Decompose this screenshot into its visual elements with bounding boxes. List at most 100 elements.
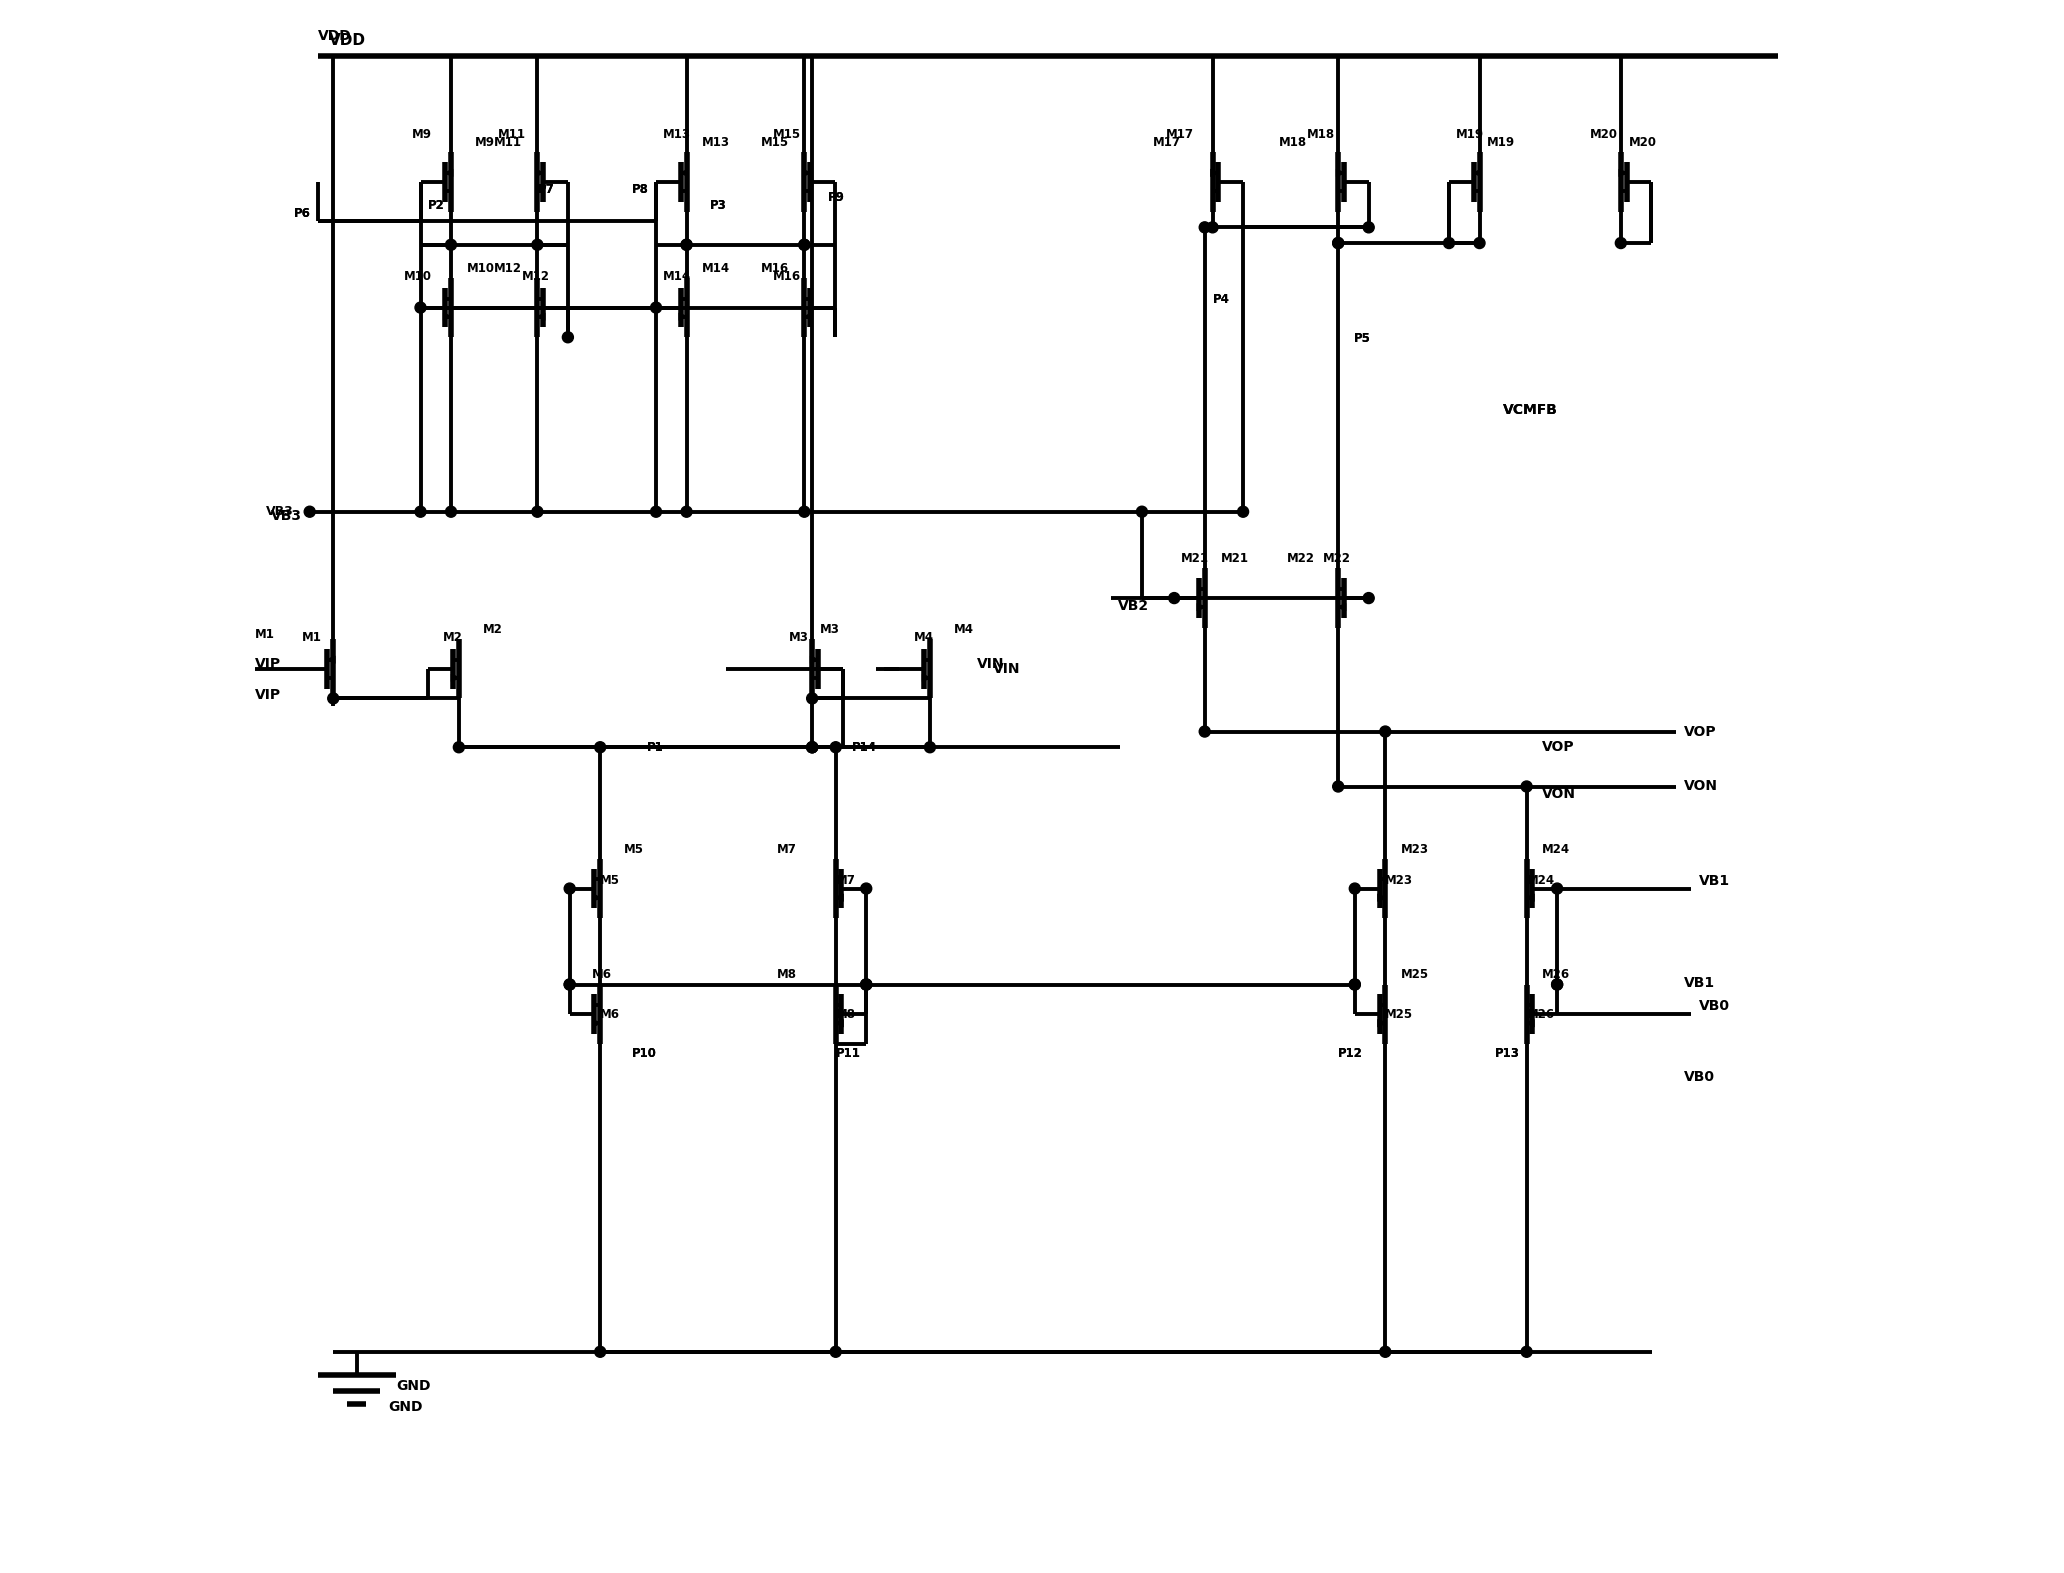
Text: M10: M10 bbox=[405, 269, 431, 283]
Circle shape bbox=[861, 978, 871, 989]
Circle shape bbox=[925, 742, 935, 753]
Circle shape bbox=[415, 302, 425, 313]
Circle shape bbox=[807, 742, 817, 753]
Circle shape bbox=[1552, 978, 1562, 989]
Text: M23: M23 bbox=[1401, 843, 1428, 856]
Circle shape bbox=[1333, 782, 1344, 791]
Text: M2: M2 bbox=[483, 623, 502, 635]
Polygon shape bbox=[537, 170, 543, 176]
Text: M19: M19 bbox=[1488, 137, 1515, 149]
Circle shape bbox=[861, 882, 871, 893]
Circle shape bbox=[454, 742, 464, 753]
Circle shape bbox=[681, 239, 691, 250]
Text: M25: M25 bbox=[1401, 969, 1428, 982]
Circle shape bbox=[328, 694, 338, 703]
Text: M24: M24 bbox=[1542, 843, 1571, 856]
Text: VIP: VIP bbox=[254, 689, 281, 703]
Text: P8: P8 bbox=[632, 184, 648, 197]
Text: M26: M26 bbox=[1542, 969, 1571, 982]
Circle shape bbox=[861, 978, 871, 989]
Text: VIP: VIP bbox=[254, 658, 281, 672]
Text: P12: P12 bbox=[1337, 1048, 1362, 1060]
Circle shape bbox=[446, 239, 456, 250]
Circle shape bbox=[1350, 978, 1360, 989]
Polygon shape bbox=[1527, 1019, 1534, 1027]
Text: VOP: VOP bbox=[1684, 725, 1717, 739]
Circle shape bbox=[1521, 1346, 1531, 1357]
Text: VDD: VDD bbox=[318, 28, 351, 42]
Text: VON: VON bbox=[1542, 788, 1577, 801]
Circle shape bbox=[533, 239, 543, 250]
Polygon shape bbox=[803, 170, 809, 176]
Text: VB1: VB1 bbox=[1699, 873, 1730, 887]
Text: VIN: VIN bbox=[993, 662, 1020, 676]
Text: M7: M7 bbox=[836, 875, 857, 887]
Circle shape bbox=[415, 507, 425, 518]
Text: M20: M20 bbox=[1589, 129, 1618, 142]
Text: VON: VON bbox=[1684, 780, 1717, 793]
Text: M14: M14 bbox=[702, 261, 731, 275]
Text: M7: M7 bbox=[776, 843, 797, 856]
Text: M26: M26 bbox=[1527, 1008, 1554, 1021]
Text: M10: M10 bbox=[466, 261, 495, 275]
Text: P11: P11 bbox=[836, 1048, 861, 1060]
Text: VCMFB: VCMFB bbox=[1503, 403, 1558, 417]
Text: P3: P3 bbox=[710, 200, 727, 212]
Polygon shape bbox=[592, 893, 601, 901]
Text: M13: M13 bbox=[663, 129, 691, 142]
Polygon shape bbox=[679, 313, 687, 321]
Text: M20: M20 bbox=[1628, 137, 1657, 149]
Text: P14: P14 bbox=[852, 741, 877, 753]
Circle shape bbox=[1199, 727, 1210, 738]
Polygon shape bbox=[1337, 170, 1344, 176]
Circle shape bbox=[1333, 238, 1344, 249]
Text: M6: M6 bbox=[601, 1008, 619, 1021]
Polygon shape bbox=[1474, 170, 1482, 176]
Circle shape bbox=[650, 507, 663, 518]
Text: M14: M14 bbox=[663, 269, 691, 283]
Text: M18: M18 bbox=[1280, 137, 1307, 149]
Text: M23: M23 bbox=[1385, 875, 1414, 887]
Text: P7: P7 bbox=[537, 184, 553, 197]
Circle shape bbox=[1238, 507, 1249, 518]
Circle shape bbox=[303, 507, 316, 518]
Text: M3: M3 bbox=[788, 631, 809, 643]
Circle shape bbox=[594, 742, 605, 753]
Text: M4: M4 bbox=[954, 623, 974, 635]
Polygon shape bbox=[811, 656, 817, 664]
Circle shape bbox=[563, 978, 576, 989]
Text: VDD: VDD bbox=[328, 33, 365, 49]
Text: M13: M13 bbox=[702, 137, 731, 149]
Polygon shape bbox=[1379, 1019, 1385, 1027]
Text: VB1: VB1 bbox=[1684, 975, 1715, 989]
Text: P13: P13 bbox=[1494, 1048, 1519, 1060]
Text: M5: M5 bbox=[623, 843, 644, 856]
Polygon shape bbox=[1618, 170, 1626, 176]
Text: P9: P9 bbox=[828, 192, 844, 204]
Text: M8: M8 bbox=[836, 1008, 857, 1021]
Text: P2: P2 bbox=[427, 200, 444, 212]
Polygon shape bbox=[446, 170, 452, 176]
Circle shape bbox=[1552, 882, 1562, 893]
Text: M21: M21 bbox=[1181, 552, 1210, 565]
Text: VOP: VOP bbox=[1542, 741, 1575, 753]
Text: M9: M9 bbox=[411, 129, 431, 142]
Text: GND: GND bbox=[396, 1380, 431, 1394]
Text: M6: M6 bbox=[592, 969, 613, 982]
Text: VB3: VB3 bbox=[266, 505, 293, 518]
Circle shape bbox=[1333, 238, 1344, 249]
Circle shape bbox=[1207, 222, 1218, 233]
Text: P5: P5 bbox=[1354, 332, 1370, 346]
Polygon shape bbox=[1379, 893, 1385, 901]
Text: P8: P8 bbox=[632, 184, 648, 197]
Text: P1: P1 bbox=[648, 741, 665, 753]
Text: P14: P14 bbox=[852, 741, 877, 753]
Text: VCMFB: VCMFB bbox=[1503, 403, 1558, 417]
Text: VB0: VB0 bbox=[1684, 1070, 1715, 1084]
Circle shape bbox=[1362, 222, 1375, 233]
Text: M12: M12 bbox=[493, 261, 522, 275]
Text: P10: P10 bbox=[632, 1048, 656, 1060]
Text: P9: P9 bbox=[828, 192, 844, 204]
Text: P11: P11 bbox=[836, 1048, 861, 1060]
Text: M22: M22 bbox=[1323, 552, 1350, 565]
